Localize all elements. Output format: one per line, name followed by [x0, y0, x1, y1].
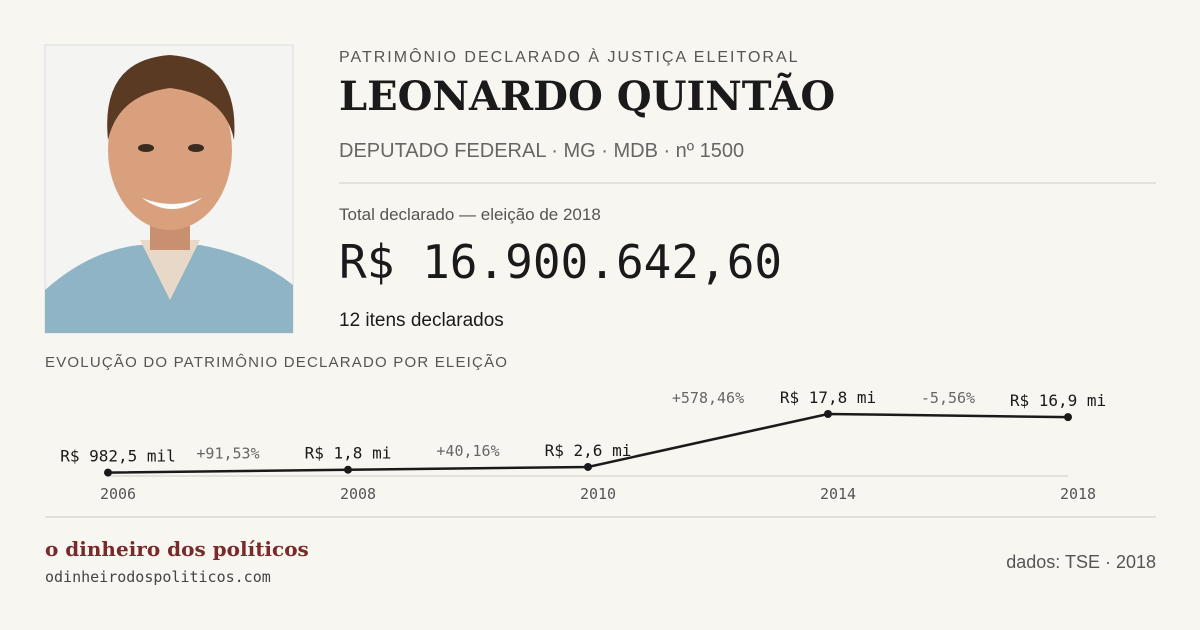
portrait [44, 44, 294, 334]
point [104, 468, 112, 477]
x-tick-label: 2008 [340, 485, 376, 503]
value-label: R$ 16,9 mi [1010, 391, 1106, 410]
total-amount: R$ 16.900.642,60 [339, 235, 782, 289]
total-label: Total declarado — eleição de 2018 [339, 205, 601, 224]
source: dados: TSE · 2018 [1006, 552, 1156, 572]
point [1064, 413, 1072, 422]
role: DEPUTADO FEDERAL · MG · MDB · nº 1500 [339, 140, 744, 162]
point [584, 462, 592, 471]
point [824, 410, 832, 418]
change-label: +91,53% [196, 445, 259, 463]
change-label: +40,16% [436, 442, 499, 460]
item-count: 12 itens declarados [339, 310, 504, 331]
value-label: R$ 2,6 mi [545, 441, 632, 460]
brand: o dinheiro dos políticos [45, 537, 309, 561]
value-label: R$ 17,8 mi [780, 388, 876, 407]
change-label: -5,56% [921, 389, 975, 407]
value-label: R$ 982,5 mil [60, 447, 176, 466]
name: LEONARDO QUINTÃO [339, 73, 835, 120]
point [344, 465, 352, 474]
x-tick-label: 2018 [1060, 485, 1096, 503]
x-tick-label: 2014 [820, 485, 856, 503]
chart-title: EVOLUÇÃO DO PATRIMÔNIO DECLARADO POR ELE… [45, 354, 508, 371]
plot: R$ 982,5 mil 2006 R$ 1,8 mi 2008 R$ 2,6 mi 20… [60, 388, 1106, 503]
kicker: PATRIMÔNIO DECLARADO À JUSTIÇA ELEITORAL [339, 47, 800, 66]
x-tick-label: 2006 [100, 485, 136, 503]
url: odinheirodospoliticos.com [45, 568, 271, 586]
x-tick-label: 2010 [580, 485, 616, 503]
change-label: +578,46% [672, 389, 744, 407]
value-label: R$ 1,8 mi [305, 444, 392, 463]
